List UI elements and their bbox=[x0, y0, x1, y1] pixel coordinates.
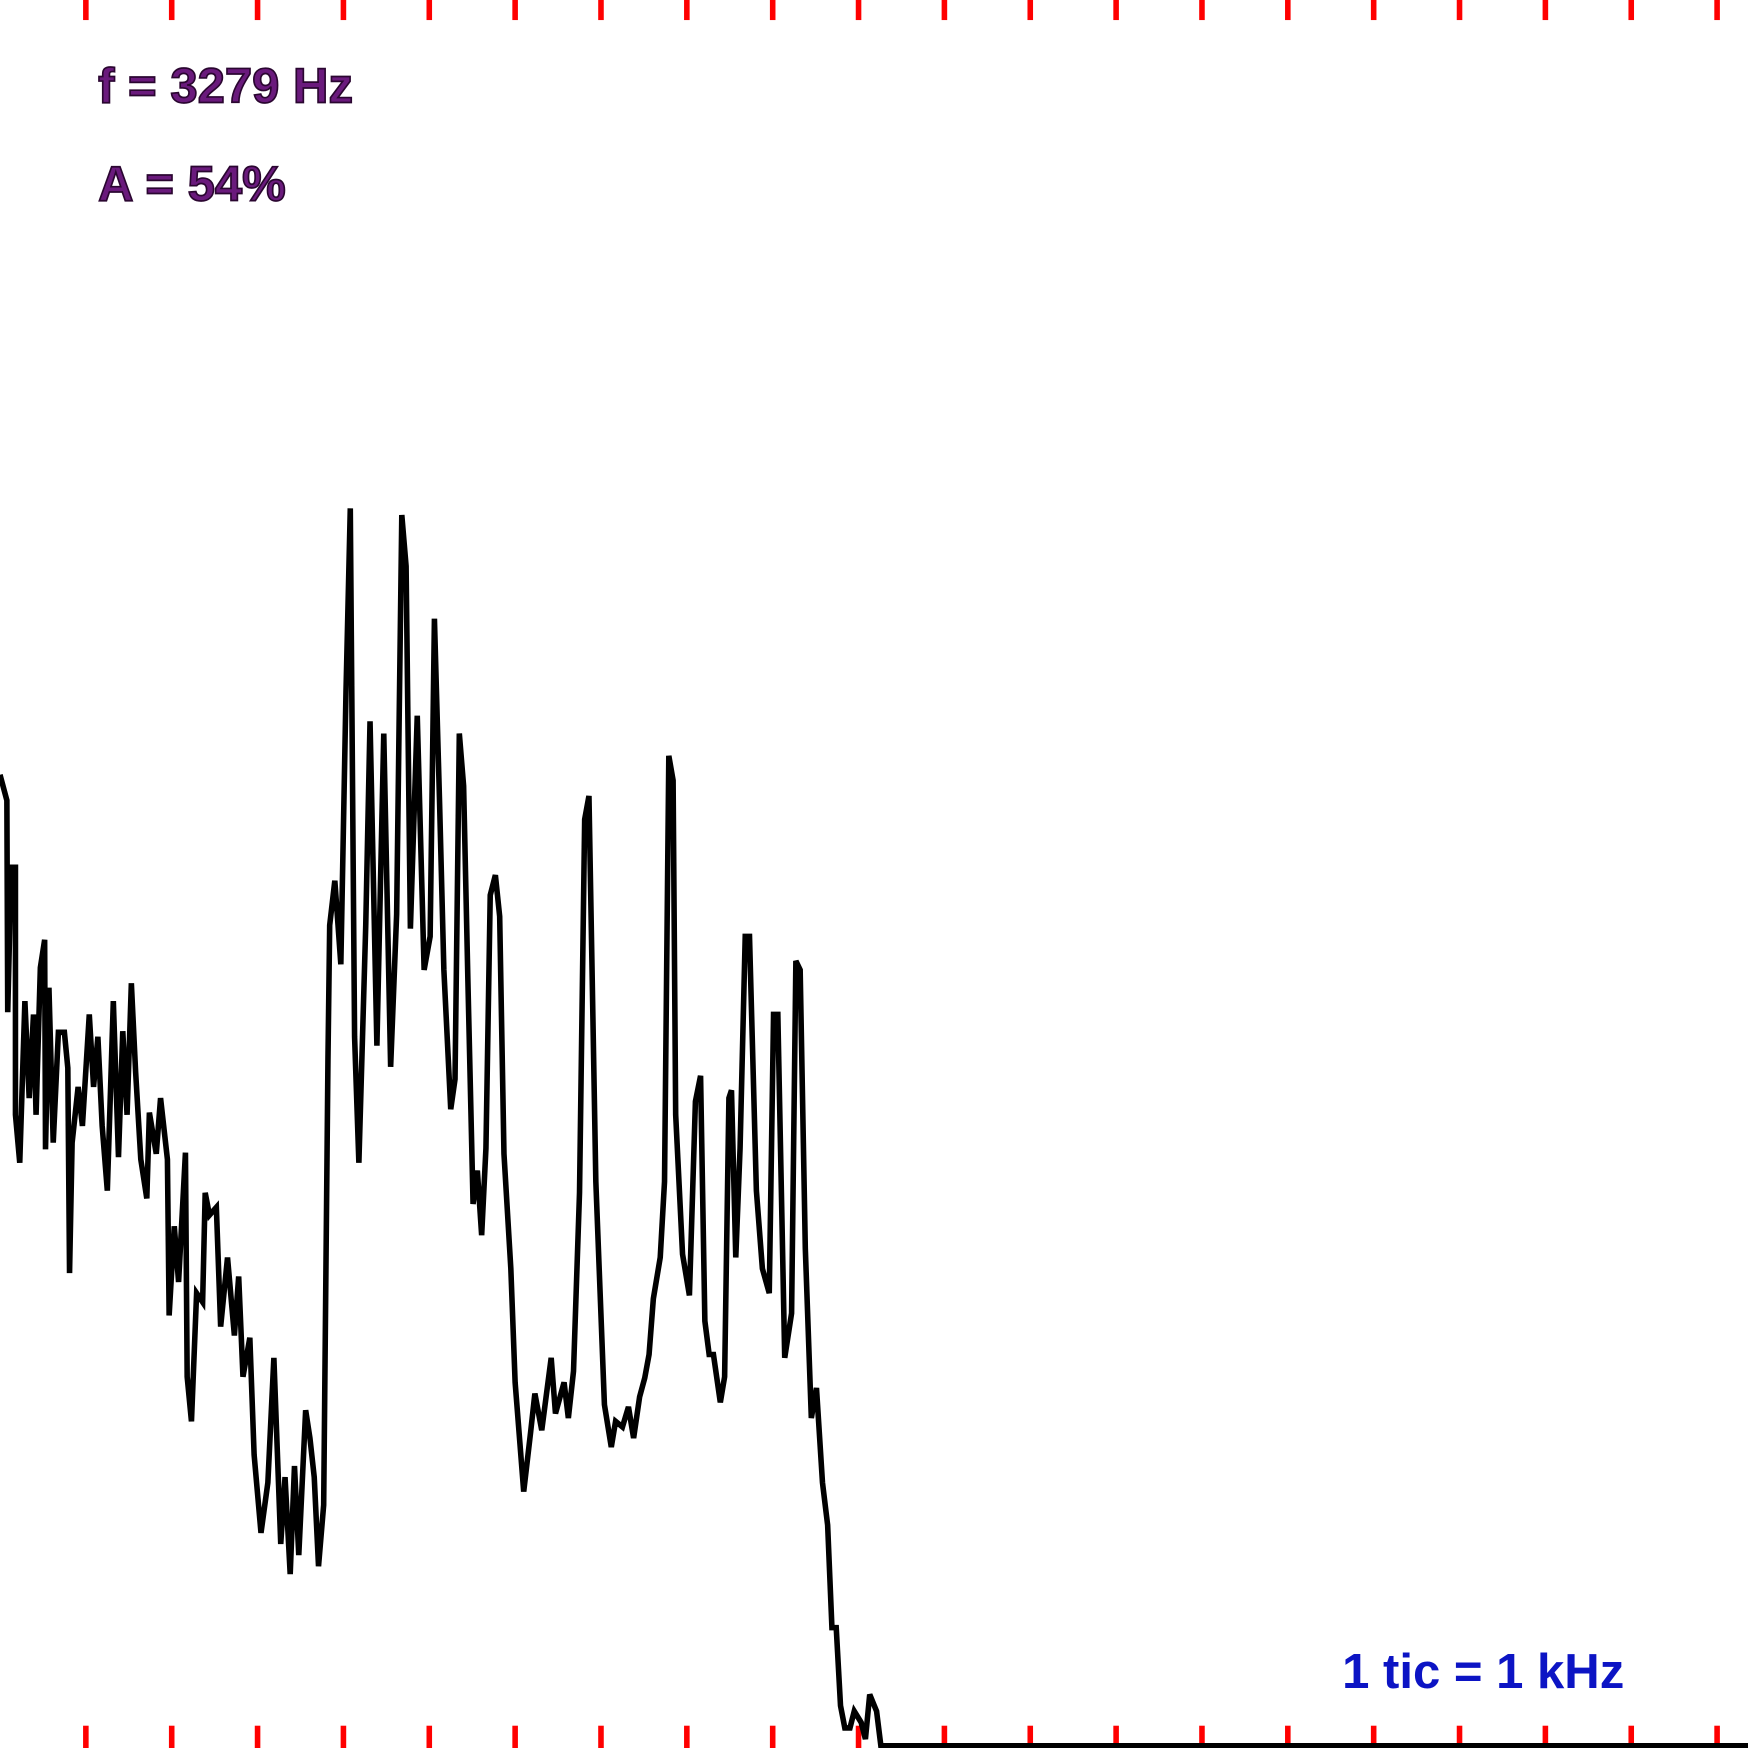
amplitude-readout: A = 54% bbox=[98, 158, 286, 212]
spectrum-trace bbox=[0, 508, 1748, 1748]
frequency-readout: f = 3279 Hz bbox=[98, 60, 353, 114]
scale-label: 1 tic = 1 kHz bbox=[1342, 1645, 1624, 1699]
